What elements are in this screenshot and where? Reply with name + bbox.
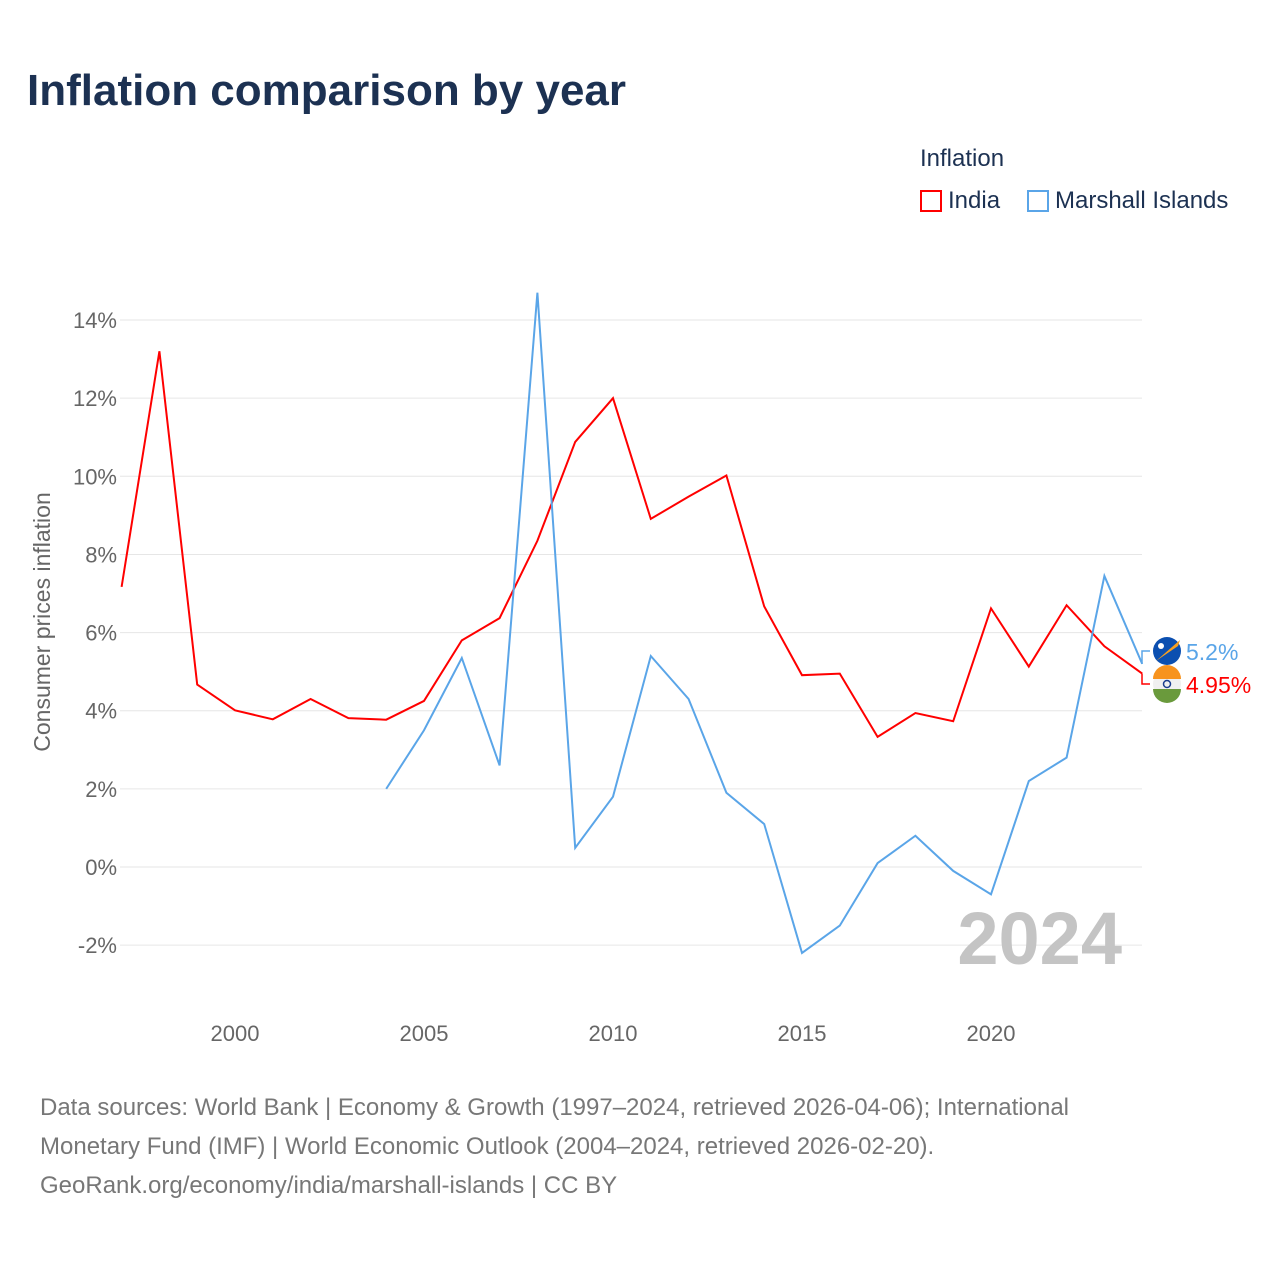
data-point[interactable] (345, 715, 351, 721)
year-label: 2024 (957, 897, 1122, 980)
y-axis-label: Consumer prices inflation (29, 492, 55, 752)
data-point[interactable] (497, 615, 503, 621)
y-tick-label: 4% (85, 699, 117, 724)
y-tick-label: 8% (85, 542, 117, 567)
end-value-label: 5.2% (1186, 639, 1238, 665)
flag-chakra (1162, 679, 1172, 689)
footer: Data sources: World Bank | Economy & Gro… (40, 1088, 1069, 1205)
data-point[interactable] (572, 439, 578, 445)
data-point[interactable] (194, 682, 200, 688)
data-point[interactable] (1026, 664, 1032, 670)
data-point[interactable] (383, 786, 389, 792)
data-point[interactable] (270, 716, 276, 722)
flag-saffron (1153, 665, 1181, 679)
x-tick-label: 2010 (589, 1021, 638, 1046)
y-tick-label: 2% (85, 777, 117, 802)
data-point[interactable] (723, 473, 729, 479)
data-point[interactable] (686, 494, 692, 500)
x-tick-label: 2005 (400, 1021, 449, 1046)
y-tick-label: 10% (73, 464, 117, 489)
data-point[interactable] (534, 538, 540, 544)
footer-line: Data sources: World Bank | Economy & Gro… (40, 1094, 1070, 1121)
data-point[interactable] (988, 891, 994, 897)
data-point[interactable] (912, 710, 918, 716)
x-tick-label: 2020 (967, 1021, 1016, 1046)
data-point[interactable] (799, 672, 805, 678)
data-point[interactable] (988, 605, 994, 611)
legend-title: Inflation (920, 145, 1005, 172)
data-point[interactable] (421, 727, 427, 733)
legend-swatch (1027, 190, 1049, 212)
data-point[interactable] (119, 584, 125, 590)
data-point[interactable] (912, 833, 918, 839)
x-tick-label: 2000 (211, 1021, 260, 1046)
data-point[interactable] (723, 790, 729, 796)
footer-line: Monetary Fund (IMF) | World Economic Out… (40, 1133, 935, 1160)
legend-label: Marshall Islands (1055, 187, 1229, 214)
data-point[interactable] (950, 718, 956, 724)
data-point[interactable] (686, 696, 692, 702)
data-point[interactable] (497, 762, 503, 768)
legend-item-marshall-islands[interactable]: Marshall Islands (1027, 187, 1228, 215)
data-point[interactable] (1101, 643, 1107, 649)
data-point[interactable] (572, 845, 578, 851)
data-point[interactable] (648, 516, 654, 522)
y-tick-label: 6% (85, 621, 117, 646)
data-point[interactable] (1026, 778, 1032, 784)
label-connector (1141, 673, 1150, 685)
data-point[interactable] (610, 794, 616, 800)
flag-green (1153, 689, 1181, 703)
data-point[interactable] (799, 950, 805, 956)
flag-stripe (1156, 640, 1180, 661)
data-point[interactable] (1064, 602, 1070, 608)
data-point[interactable] (837, 671, 843, 677)
marshall-islands-flag-icon (1153, 637, 1181, 665)
data-point[interactable] (761, 603, 767, 609)
data-point[interactable] (232, 707, 238, 713)
data-point[interactable] (761, 821, 767, 827)
legend-item-india[interactable]: India (920, 187, 1000, 215)
data-point[interactable] (1064, 755, 1070, 761)
flag-star (1158, 643, 1164, 649)
data-point[interactable] (875, 734, 881, 740)
series-line-india[interactable] (120, 351, 1143, 739)
page-title: Inflation comparison by year (27, 66, 627, 115)
end-value-label: 4.95% (1186, 672, 1251, 698)
data-point[interactable] (383, 717, 389, 723)
y-tick-label: -2% (78, 933, 117, 958)
legend-swatch (920, 190, 942, 212)
data-point[interactable] (421, 698, 427, 704)
label-connector (1141, 650, 1150, 664)
y-tick-label: 12% (73, 386, 117, 411)
data-point[interactable] (1101, 573, 1107, 579)
series-line-marshall-islands[interactable] (385, 292, 1144, 955)
data-point[interactable] (648, 653, 654, 659)
data-point[interactable] (875, 860, 881, 866)
x-tick-label: 2015 (778, 1021, 827, 1046)
data-point[interactable] (459, 637, 465, 643)
data-point[interactable] (950, 868, 956, 874)
footer-line[interactable]: GeoRank.org/economy/india/marshall-islan… (40, 1172, 618, 1199)
legend-label: India (948, 187, 1001, 214)
data-point[interactable] (459, 655, 465, 661)
data-point[interactable] (534, 290, 540, 296)
data-point[interactable] (837, 923, 843, 929)
data-point[interactable] (308, 696, 314, 702)
y-tick-label: 0% (85, 855, 117, 880)
y-tick-label: 14% (73, 308, 117, 333)
data-point[interactable] (610, 395, 616, 401)
data-point[interactable] (156, 348, 162, 354)
